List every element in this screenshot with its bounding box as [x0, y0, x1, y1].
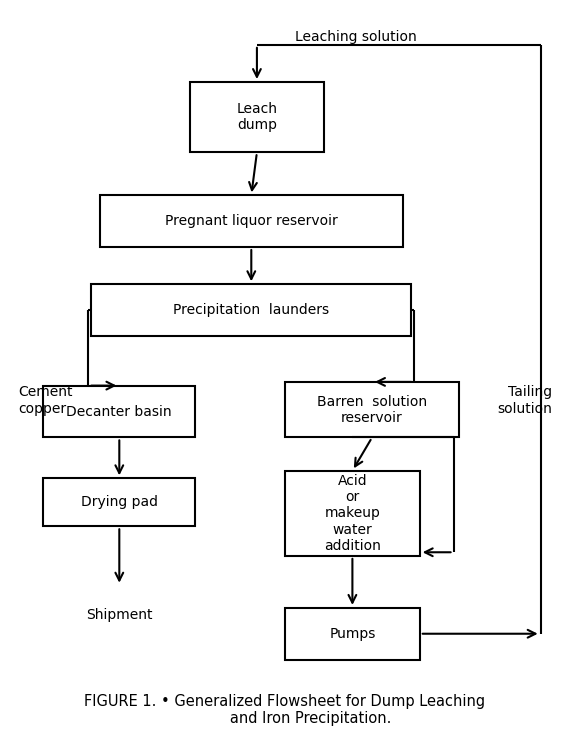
Text: Pumps: Pumps: [329, 627, 376, 640]
FancyBboxPatch shape: [189, 82, 324, 152]
Text: FIGURE 1. • Generalized Flowsheet for Dump Leaching
           and Iron Precipit: FIGURE 1. • Generalized Flowsheet for Du…: [84, 694, 486, 727]
Text: Pregnant liquor reservoir: Pregnant liquor reservoir: [165, 214, 337, 228]
Text: Precipitation  launders: Precipitation launders: [173, 303, 329, 317]
Text: Leaching solution: Leaching solution: [295, 31, 417, 44]
FancyBboxPatch shape: [100, 195, 403, 247]
FancyBboxPatch shape: [285, 607, 420, 660]
Text: Tailing
solution: Tailing solution: [497, 385, 552, 416]
Text: Shipment: Shipment: [86, 608, 153, 622]
FancyBboxPatch shape: [285, 471, 420, 556]
Text: Leach
dump: Leach dump: [237, 102, 278, 133]
Text: Cement
copper: Cement copper: [18, 385, 73, 416]
FancyBboxPatch shape: [91, 284, 412, 336]
Text: Drying pad: Drying pad: [81, 495, 158, 509]
FancyBboxPatch shape: [43, 478, 195, 527]
Text: Decanter basin: Decanter basin: [67, 404, 172, 419]
Text: Barren  solution
reservoir: Barren solution reservoir: [317, 395, 427, 425]
FancyBboxPatch shape: [43, 386, 195, 437]
Text: Acid
or
makeup
water
addition: Acid or makeup water addition: [324, 474, 381, 553]
FancyBboxPatch shape: [285, 382, 459, 437]
